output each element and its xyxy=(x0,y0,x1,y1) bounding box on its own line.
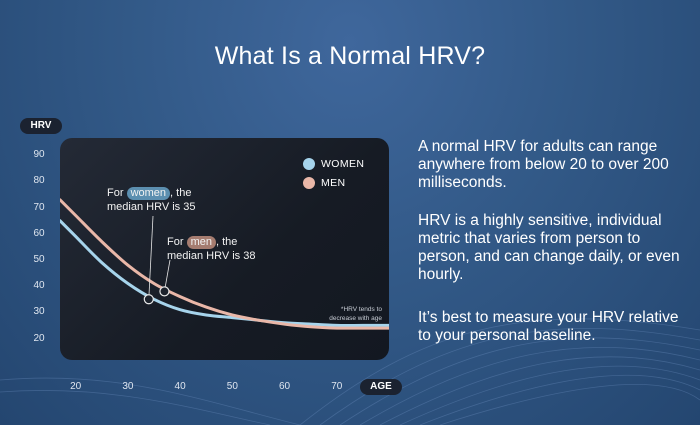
legend-label-men: MEN xyxy=(321,177,346,189)
legend-item-men: MEN xyxy=(303,177,364,189)
annotation-men-suffix: , the xyxy=(215,236,238,248)
footnote-line2: decrease with age xyxy=(329,315,382,322)
legend-swatch-men xyxy=(303,177,315,189)
y-tick-label: 40 xyxy=(33,280,45,292)
x-tick-label: 30 xyxy=(122,381,134,392)
annotation-women: For women, the median HRV is 35 xyxy=(107,186,195,214)
x-tick-label: 70 xyxy=(331,381,343,392)
x-tick-label: 40 xyxy=(174,381,186,392)
x-tick-label: 50 xyxy=(226,381,238,392)
y-tick-label: 50 xyxy=(33,253,45,265)
y-tick-label: 90 xyxy=(33,149,45,161)
annotation-men-prefix: For xyxy=(167,236,187,248)
chart-legend: WOMEN MEN xyxy=(303,158,364,196)
y-tick-label: 60 xyxy=(33,227,45,239)
y-tick-label: 70 xyxy=(33,201,45,213)
leader-line-men xyxy=(164,259,171,292)
y-tick-label: 20 xyxy=(33,332,45,344)
annotation-women-line2: median HRV is 35 xyxy=(107,201,196,213)
y-tick-label: 30 xyxy=(33,306,45,318)
series-line-men xyxy=(60,198,389,330)
x-axis-label: AGE xyxy=(360,379,402,395)
x-tick-label: 20 xyxy=(70,381,82,392)
legend-item-women: WOMEN xyxy=(303,158,364,170)
chart-panel: WOMEN MEN For women, the median HRV is 3… xyxy=(60,138,389,360)
median-marker-men xyxy=(159,286,170,297)
footnote-line1: *HRV tends to xyxy=(340,306,382,313)
paragraph-normal-range: A normal HRV for adults can range anywhe… xyxy=(418,138,669,191)
chart-plot xyxy=(60,198,389,330)
chart-footnote: *HRV tends to decrease with age xyxy=(282,305,382,323)
median-marker-women xyxy=(143,294,154,305)
y-axis-label: HRV xyxy=(20,118,62,134)
annotation-women-suffix: , the xyxy=(170,187,192,199)
annotation-men-highlight: men xyxy=(186,236,216,249)
paragraph-baseline: It’s best to measure your HRV relative t… xyxy=(418,309,679,344)
legend-label-women: WOMEN xyxy=(321,158,365,170)
annotation-men-line2: median HRV is 38 xyxy=(167,250,256,262)
legend-swatch-women xyxy=(303,158,315,170)
y-tick-label: 80 xyxy=(33,175,45,187)
series-line-women xyxy=(60,219,389,328)
annotation-women-highlight: women xyxy=(126,187,171,200)
page-title: What Is a Normal HRV? xyxy=(214,42,486,70)
annotation-men: For men, the median HRV is 38 xyxy=(167,235,255,263)
annotation-women-prefix: For xyxy=(107,187,127,199)
leader-line-women xyxy=(148,215,154,300)
x-tick-label: 60 xyxy=(278,381,291,392)
paragraph-sensitivity: HRV is a highly sensitive, individual me… xyxy=(418,212,680,283)
